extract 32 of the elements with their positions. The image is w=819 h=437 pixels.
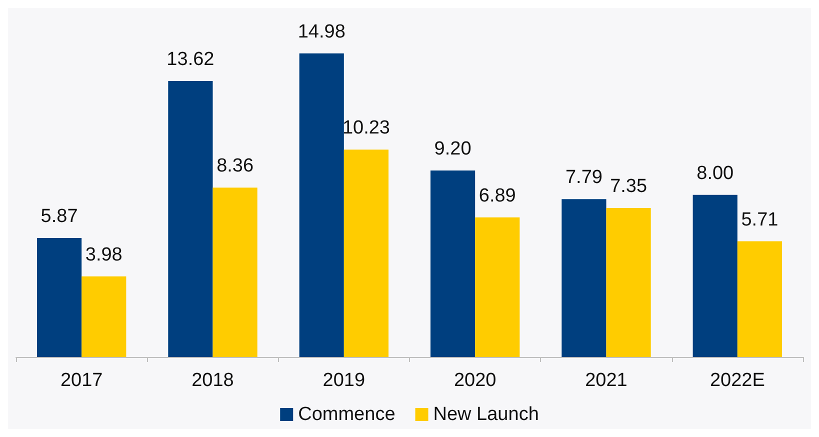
bar (299, 53, 344, 357)
data-label: 7.35 (610, 176, 648, 198)
bar (212, 188, 258, 357)
bar (168, 80, 213, 357)
data-label: 9.20 (434, 138, 472, 160)
x-tick-label: 2022E (710, 370, 765, 391)
data-label: 5.87 (40, 206, 78, 228)
bar (430, 170, 476, 357)
bar (82, 276, 126, 357)
legend-label: Commence (298, 404, 396, 425)
data-label: 8.36 (216, 156, 254, 177)
bar (692, 194, 738, 357)
bar (475, 217, 520, 357)
x-tick-label: 2017 (60, 370, 103, 391)
data-label: 6.89 (478, 185, 516, 206)
data-label: 3.98 (85, 244, 122, 266)
legend-label: New Launch (433, 404, 539, 425)
data-label: 5.71 (741, 209, 778, 230)
x-tick-label: 2019 (322, 370, 366, 391)
data-label: 8.00 (696, 162, 734, 184)
data-label: 13.62 (166, 48, 214, 70)
bar (36, 238, 82, 357)
bar (606, 208, 651, 357)
bar (562, 199, 606, 357)
data-label: 14.98 (298, 21, 346, 42)
data-label: 10.23 (342, 118, 390, 139)
bar (344, 150, 389, 357)
data-label: 7.79 (565, 167, 602, 188)
x-tick-label: 2020 (454, 370, 496, 391)
x-tick-label: 2021 (585, 370, 628, 391)
x-tick-label: 2018 (192, 370, 234, 391)
bar (737, 241, 782, 357)
